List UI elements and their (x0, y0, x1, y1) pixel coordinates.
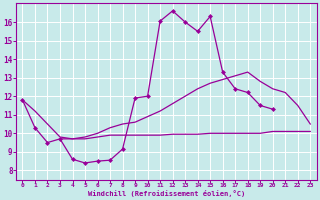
X-axis label: Windchill (Refroidissement éolien,°C): Windchill (Refroidissement éolien,°C) (88, 190, 245, 197)
